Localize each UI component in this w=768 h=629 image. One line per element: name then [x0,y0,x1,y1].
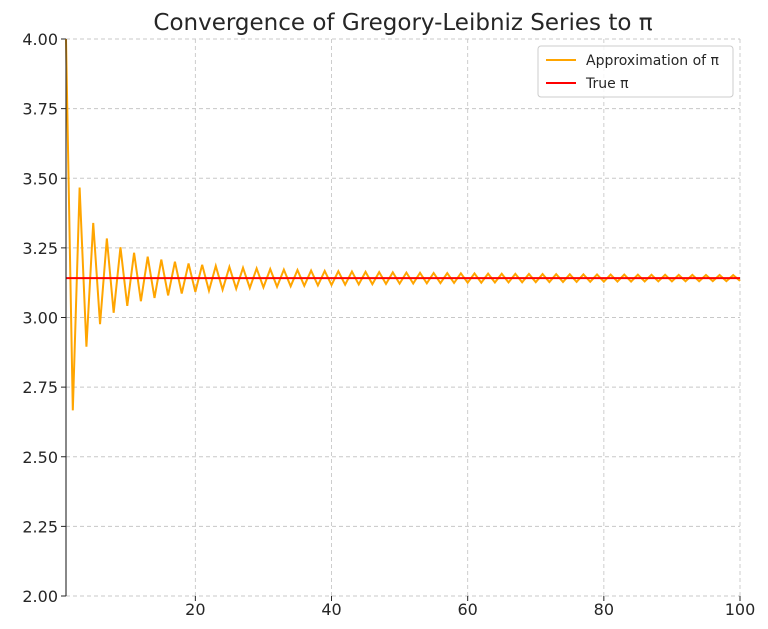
legend-label-approximation: Approximation of π [586,53,720,69]
y-tick-label: 4.00 [22,30,58,49]
y-tick-label: 2.50 [22,448,58,467]
x-axis-ticks: 20 40 60 80 100 [185,596,755,619]
y-axis-ticks: 2.00 2.25 2.50 2.75 3.00 3.25 3.50 3.75 4.00 [22,30,66,606]
y-tick-label: 2.75 [22,378,58,397]
x-tick-label: 20 [185,600,205,619]
y-tick-label: 3.75 [22,100,58,119]
y-tick-label: 2.25 [22,517,58,536]
y-tick-label: 3.50 [22,169,58,188]
grid [66,38,741,597]
legend: Approximation of π True π [537,45,734,98]
y-tick-label: 2.00 [22,587,58,606]
y-tick-label: 3.25 [22,239,58,258]
legend-label-true-pi: True π [585,76,629,92]
series-group [65,38,741,411]
x-tick-label: 40 [321,600,341,619]
x-tick-label: 100 [725,600,756,619]
x-tick-label: 60 [457,600,477,619]
chart-title: Convergence of Gregory-Leibniz Series to… [153,10,652,36]
y-tick-label: 3.00 [22,309,58,328]
legend-frame [537,45,734,98]
x-tick-label: 80 [594,600,614,619]
